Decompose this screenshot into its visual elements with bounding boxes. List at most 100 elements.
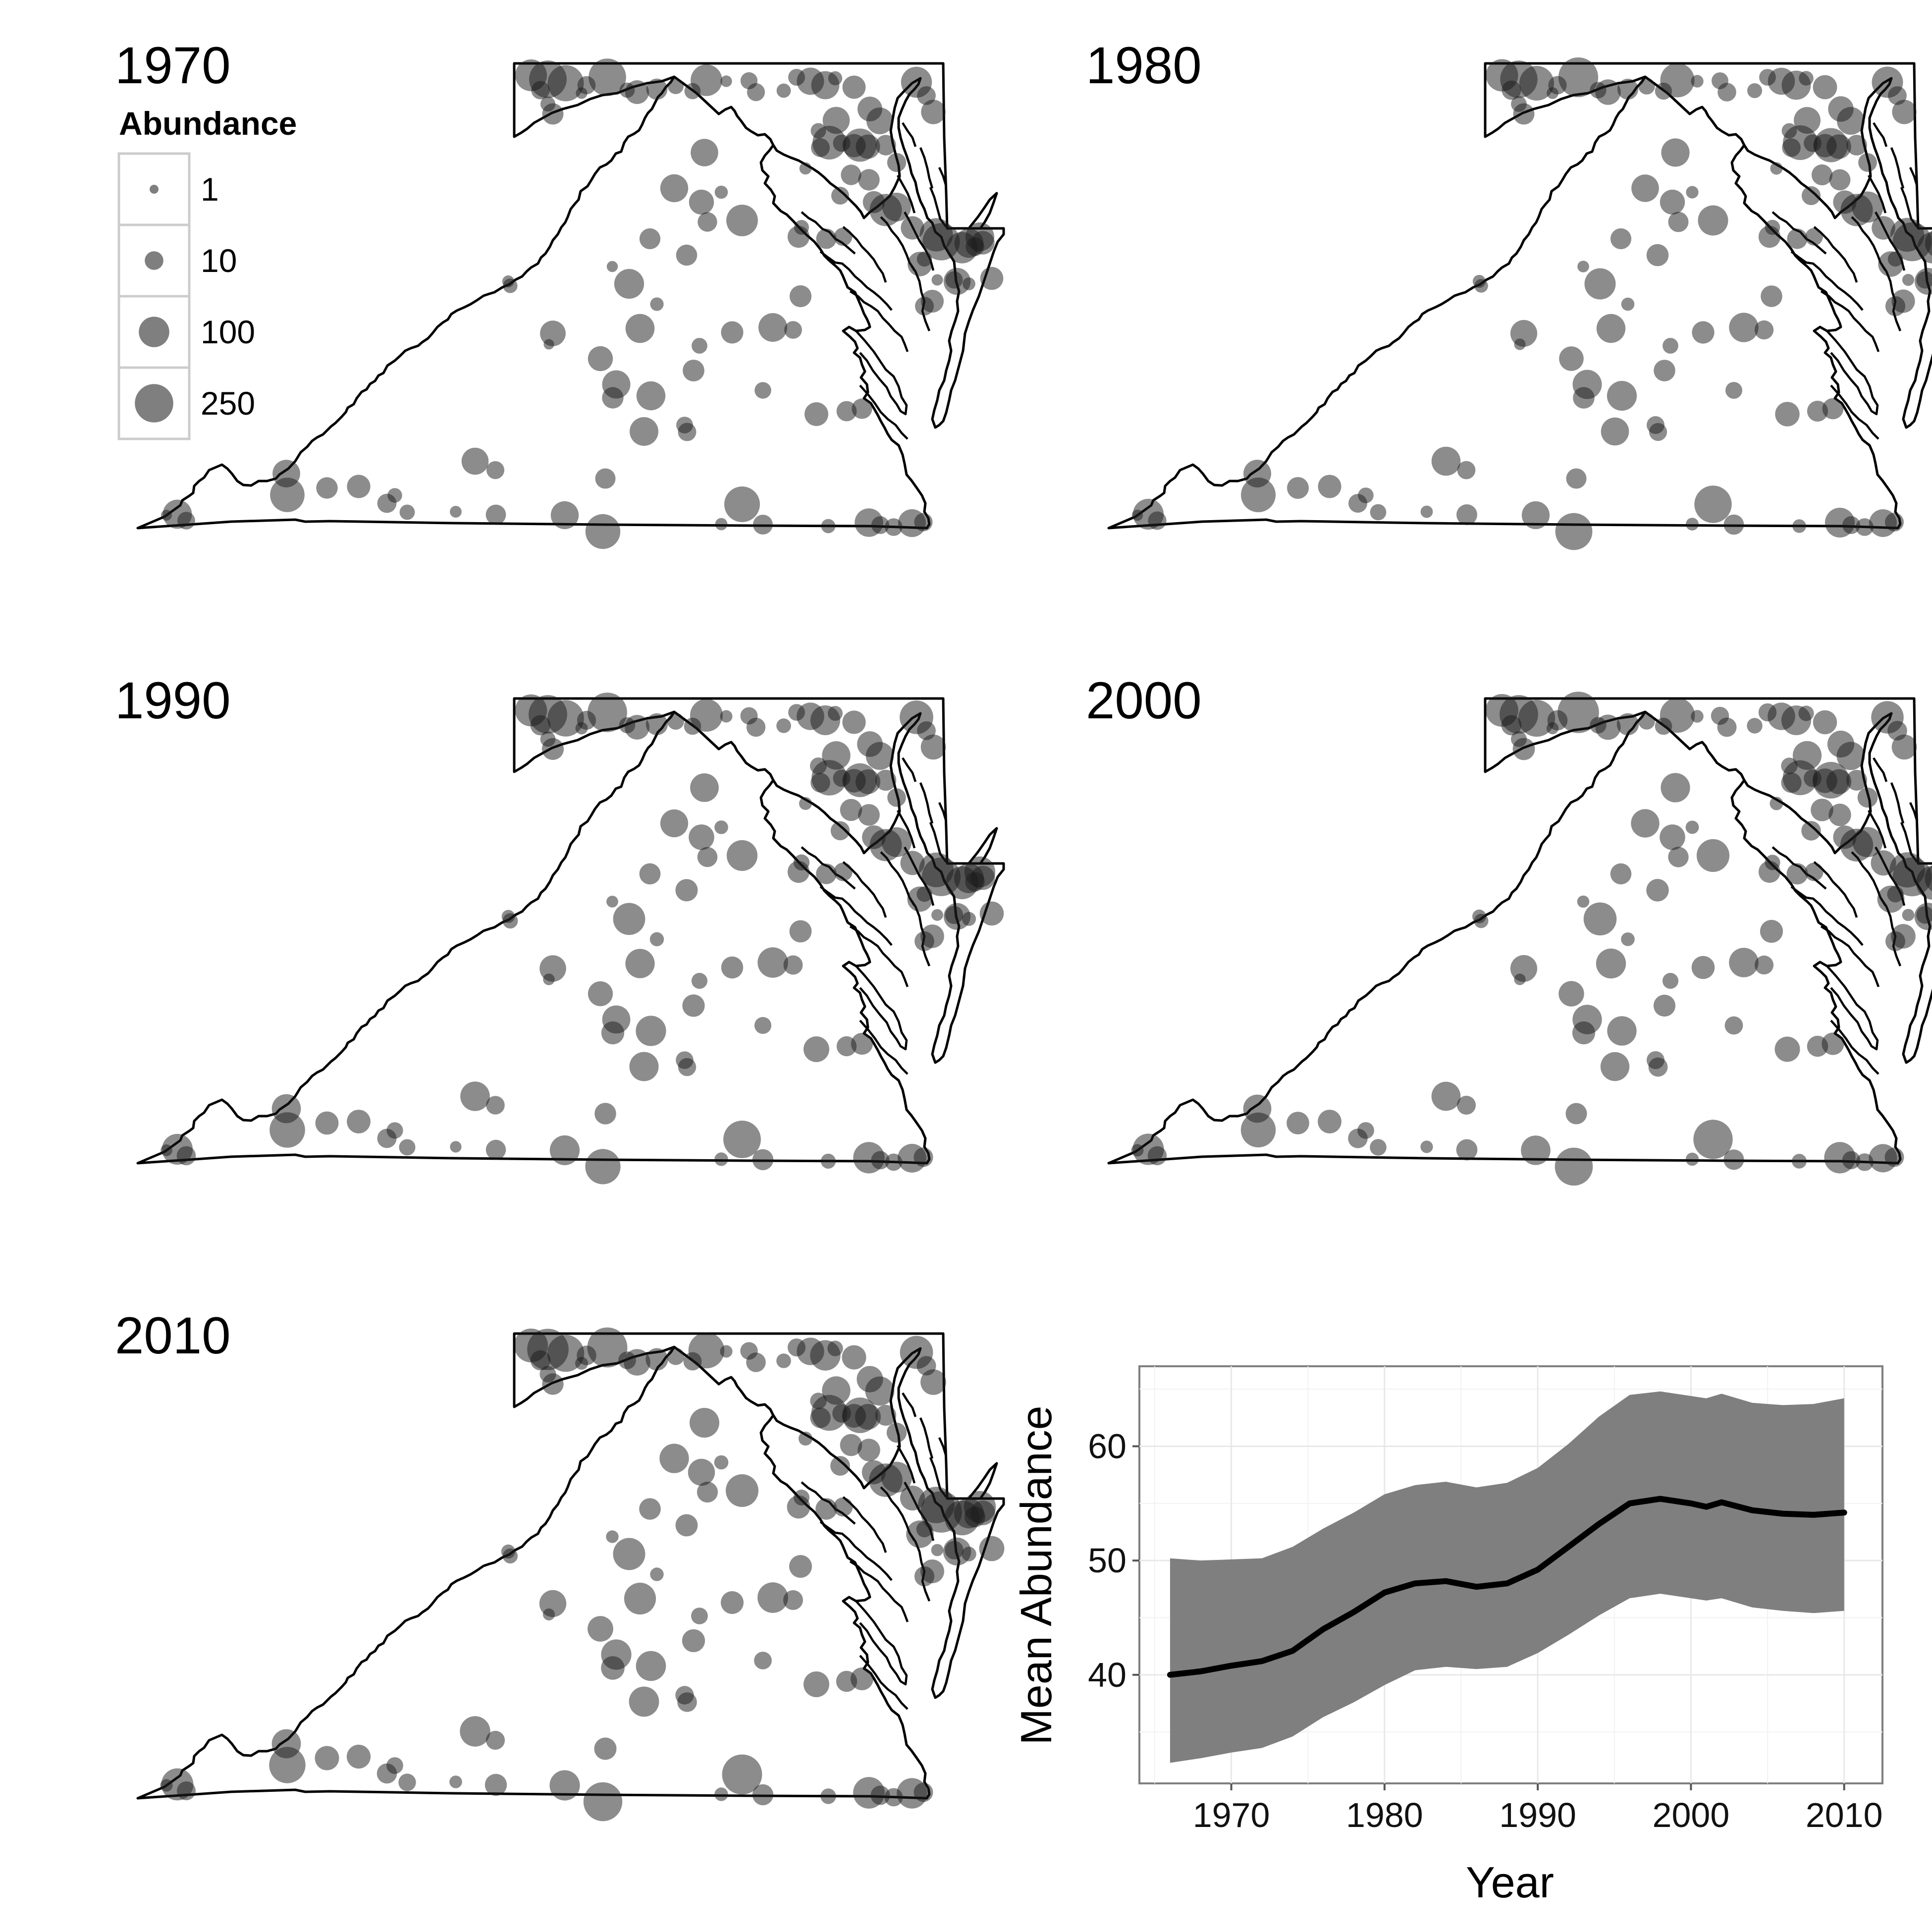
site-point (858, 804, 880, 826)
site-point (920, 1559, 944, 1583)
site-point (1607, 1016, 1637, 1046)
site-point (1892, 100, 1917, 124)
site-point (900, 851, 925, 875)
site-point (1420, 505, 1433, 518)
site-point (613, 1538, 645, 1570)
site-point (789, 285, 812, 308)
site-point (799, 162, 812, 175)
site-point (1132, 1133, 1164, 1165)
legend-label-250: 250 (201, 385, 255, 422)
site-point (875, 1404, 897, 1426)
site-point (1370, 504, 1387, 521)
x-tick-label: 1990 (1499, 1796, 1576, 1834)
site-point (714, 185, 728, 199)
site-point (1318, 1110, 1342, 1133)
site-point (386, 1122, 403, 1139)
map-panel-1980 (1109, 57, 1932, 550)
site-point (754, 1017, 772, 1034)
site-point (811, 138, 830, 157)
site-point (1631, 174, 1659, 202)
site-point (1884, 1147, 1904, 1167)
site-point (882, 193, 911, 221)
site-point (1686, 186, 1699, 199)
site-point (1617, 78, 1639, 100)
site-point (963, 277, 975, 290)
site-point (833, 1497, 853, 1517)
site-point (1891, 289, 1915, 313)
site-point (1420, 1140, 1433, 1153)
site-point (714, 1787, 728, 1801)
site-point (1456, 1139, 1478, 1161)
site-point (822, 107, 850, 134)
site-point (1842, 1151, 1861, 1170)
site-point (1872, 216, 1895, 240)
site-point (1358, 487, 1374, 503)
site-point (851, 1667, 873, 1690)
site-point (776, 718, 791, 733)
site-point (530, 1350, 551, 1371)
site-point (1584, 268, 1616, 300)
site-point (675, 879, 698, 902)
site-point (502, 275, 515, 288)
site-point (541, 738, 564, 760)
site-point (636, 1651, 666, 1681)
site-point (161, 1133, 193, 1165)
site-point (747, 83, 765, 102)
site-point (1729, 313, 1759, 342)
site-point (830, 1456, 850, 1476)
site-point (1792, 519, 1806, 533)
site-point (614, 268, 644, 299)
site-point (834, 227, 853, 246)
site-point (810, 757, 827, 774)
site-point (822, 741, 851, 770)
site-point (726, 840, 758, 871)
site-point (1781, 757, 1798, 774)
site-point (1836, 742, 1865, 770)
site-point (787, 1495, 810, 1519)
site-point (901, 216, 924, 240)
site-point (1691, 956, 1715, 979)
site-point (714, 1455, 729, 1470)
site-point (720, 1345, 733, 1358)
site-point (1607, 380, 1637, 411)
map-panel-1990 (138, 693, 1004, 1184)
site-point (547, 700, 584, 737)
site-point (1600, 1052, 1630, 1081)
site-point (726, 1474, 758, 1507)
site-point (1822, 1032, 1844, 1055)
site-point (1519, 66, 1554, 101)
site-point (530, 715, 551, 736)
panel-title-2000: 2000 (1086, 672, 1202, 730)
site-point (1686, 518, 1699, 531)
site-point (692, 338, 707, 354)
site-point (650, 297, 664, 311)
site-point (1760, 919, 1783, 943)
site-point (606, 896, 618, 908)
site-point (682, 994, 705, 1017)
site-point (1925, 230, 1932, 256)
site-point (1914, 903, 1932, 930)
site-point (1577, 895, 1590, 908)
site-point (450, 506, 462, 518)
legend-label-10: 10 (201, 242, 237, 279)
legend-label-1: 1 (201, 171, 219, 208)
site-point (484, 1773, 507, 1796)
site-point (601, 1639, 632, 1670)
site-point (501, 910, 515, 923)
site-point (1668, 847, 1689, 867)
site-point (714, 1152, 728, 1166)
site-point (830, 821, 850, 841)
site-point (547, 1335, 585, 1372)
site-point (1725, 382, 1742, 399)
site-point (1661, 138, 1690, 167)
site-point (787, 860, 810, 883)
site-point (831, 187, 849, 205)
site-point (1826, 769, 1852, 795)
site-point (1902, 273, 1915, 286)
site-point (1781, 123, 1797, 139)
site-point (799, 797, 812, 810)
site-point (881, 827, 912, 858)
site-point (784, 321, 802, 339)
site-point (1287, 1112, 1309, 1134)
